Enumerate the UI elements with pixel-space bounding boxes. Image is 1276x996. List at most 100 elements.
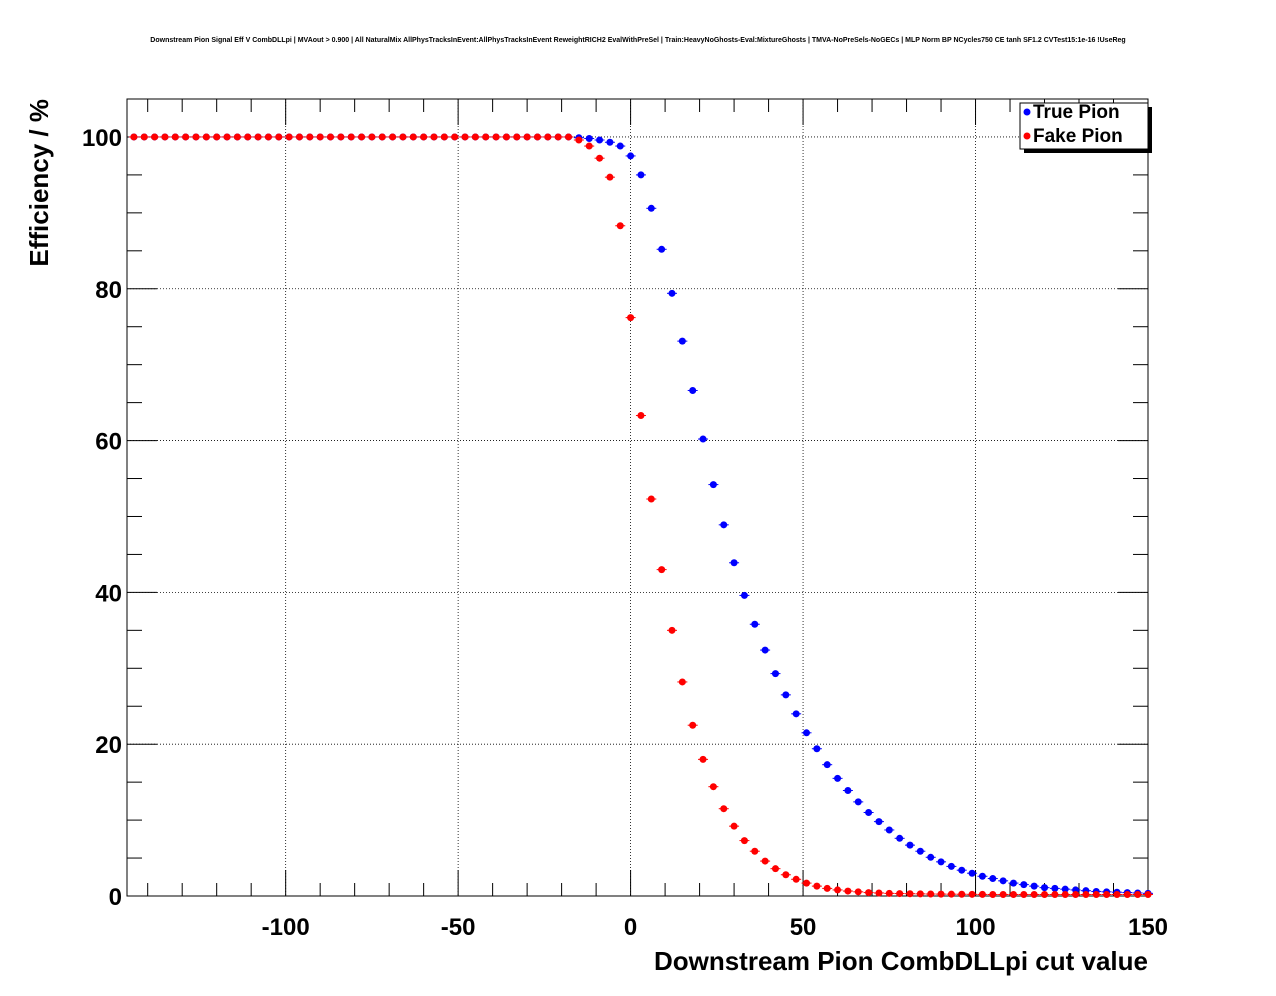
data-point <box>937 858 945 866</box>
data-point <box>771 670 779 678</box>
data-points <box>128 133 1153 898</box>
data-point <box>1009 879 1017 887</box>
x-axis-title: Downstream Pion CombDLLpi cut value <box>654 946 1148 976</box>
axis-ticks <box>127 98 1149 897</box>
x-tick-label: -50 <box>441 914 476 941</box>
data-point <box>958 866 966 874</box>
data-point <box>1020 881 1028 889</box>
data-point <box>213 133 221 141</box>
data-point <box>823 884 831 892</box>
data-point <box>471 133 479 141</box>
data-point <box>596 154 604 162</box>
data-point <box>823 761 831 769</box>
data-point <box>782 691 790 699</box>
data-point <box>513 133 521 141</box>
data-point <box>699 435 707 443</box>
data-point <box>875 889 883 897</box>
data-point <box>161 133 169 141</box>
data-point <box>327 133 335 141</box>
series-true-pion <box>128 133 1153 897</box>
data-point <box>275 133 283 141</box>
data-point <box>668 626 676 634</box>
data-point <box>440 133 448 141</box>
data-point <box>906 841 914 849</box>
data-point <box>906 890 914 898</box>
data-point <box>378 133 386 141</box>
data-point <box>689 386 697 394</box>
data-point <box>844 887 852 895</box>
legend: True Pion Fake Pion <box>1019 102 1152 153</box>
data-point <box>999 890 1007 898</box>
data-point <box>1072 890 1080 898</box>
data-point <box>368 133 376 141</box>
data-point <box>461 133 469 141</box>
data-point <box>803 729 811 737</box>
data-point <box>854 888 862 896</box>
data-point <box>885 889 893 897</box>
data-point <box>585 134 593 142</box>
data-point <box>834 774 842 782</box>
y-tick-label: 100 <box>82 125 122 152</box>
data-point <box>844 786 852 794</box>
data-point <box>792 875 800 883</box>
data-point <box>709 783 717 791</box>
data-point <box>1113 890 1121 898</box>
data-point <box>751 847 759 855</box>
data-point <box>885 826 893 834</box>
data-point <box>1061 885 1069 893</box>
data-point <box>430 133 438 141</box>
data-point <box>264 133 272 141</box>
data-point <box>389 133 397 141</box>
data-point <box>616 142 624 150</box>
data-point <box>989 875 997 883</box>
data-point <box>834 886 842 894</box>
y-tick-label: 0 <box>109 884 122 911</box>
data-point <box>492 133 500 141</box>
data-point <box>1030 890 1038 898</box>
data-point <box>1103 890 1111 898</box>
data-point <box>637 171 645 179</box>
data-point <box>171 133 179 141</box>
data-point <box>1020 890 1028 898</box>
data-point <box>678 678 686 686</box>
y-tick-labels: 0 20 40 60 80 100 <box>82 125 122 911</box>
data-point <box>606 173 614 181</box>
data-point <box>420 133 428 141</box>
data-point <box>1051 890 1059 898</box>
legend-label-fake-pion: Fake Pion <box>1033 126 1123 147</box>
data-point <box>347 133 355 141</box>
data-point <box>947 890 955 898</box>
y-tick-label: 20 <box>95 732 122 759</box>
data-point <box>875 818 883 826</box>
data-point <box>316 133 324 141</box>
data-point <box>771 865 779 873</box>
data-point <box>720 521 728 529</box>
data-point <box>782 871 790 879</box>
data-point <box>678 337 686 345</box>
data-point <box>916 847 924 855</box>
data-point <box>523 133 531 141</box>
data-point <box>647 495 655 503</box>
x-tick-label: 0 <box>624 914 637 941</box>
data-point <box>544 133 552 141</box>
x-tick-label: 100 <box>956 914 996 941</box>
data-point <box>916 890 924 898</box>
data-point <box>1082 890 1090 898</box>
data-point <box>658 245 666 253</box>
data-point <box>854 798 862 806</box>
data-point <box>989 890 997 898</box>
data-point <box>927 853 935 861</box>
data-point <box>606 138 614 146</box>
data-point <box>761 646 769 654</box>
y-tick-label: 40 <box>95 580 122 607</box>
data-point <box>896 890 904 898</box>
data-point <box>575 136 583 144</box>
data-point <box>813 745 821 753</box>
data-point <box>233 133 241 141</box>
data-point <box>1041 890 1049 898</box>
data-point <box>813 882 821 890</box>
data-point <box>1134 890 1142 898</box>
data-point <box>937 890 945 898</box>
plot-frame <box>126 98 1149 897</box>
